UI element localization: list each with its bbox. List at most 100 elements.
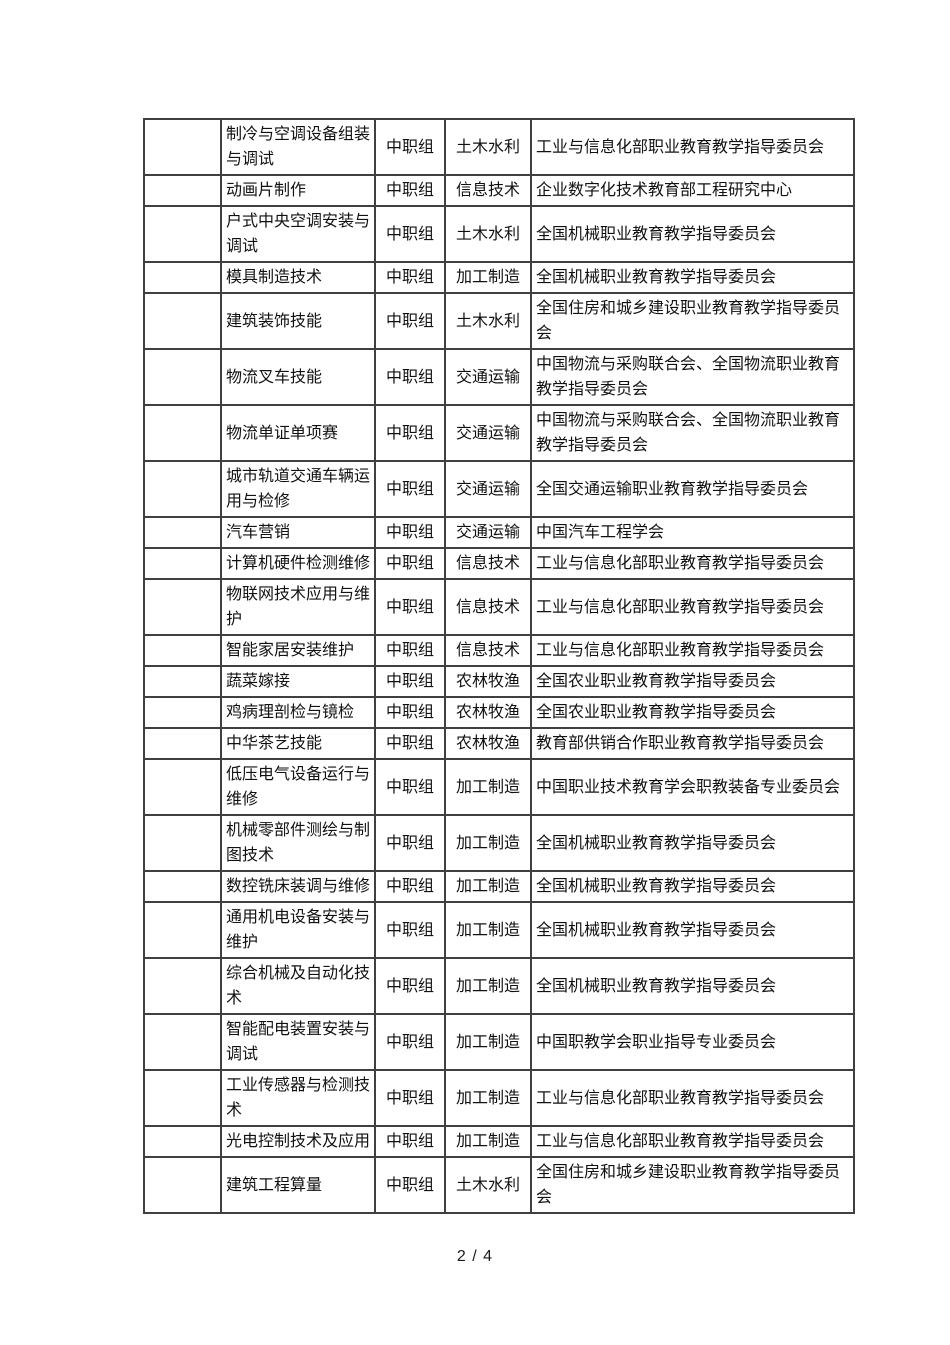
cell-item-name: 计算机硬件检测维修 — [220, 547, 376, 580]
cell-number — [143, 1156, 222, 1214]
cell-group: 中职组 — [374, 516, 446, 549]
cell-item-name: 智能家居安装维护 — [220, 634, 376, 667]
cell-category: 加工制造 — [444, 957, 532, 1015]
table-row: 物流单证单项赛 中职组 交通运输 中国物流与采购联合会、全国物流职业教育教学指导委员会 — [143, 404, 855, 462]
cell-group: 中职组 — [374, 460, 446, 518]
table-row: 汽车营销 中职组 交通运输 中国汽车工程学会 — [143, 516, 855, 549]
cell-category: 加工制造 — [444, 261, 532, 294]
cell-item-name: 机械零部件测绘与制图技术 — [220, 814, 376, 872]
cell-category: 加工制造 — [444, 901, 532, 959]
cell-category: 加工制造 — [444, 814, 532, 872]
cell-number — [143, 901, 222, 959]
cell-category: 交通运输 — [444, 404, 532, 462]
cell-organizer: 工业与信息化部职业教育教学指导委员会 — [530, 578, 855, 636]
table-row: 户式中央空调安装与调试 中职组 土木水利 全国机械职业教育教学指导委员会 — [143, 205, 855, 263]
table-row: 工业传感器与检测技术 中职组 加工制造 工业与信息化部职业教育教学指导委员会 — [143, 1069, 855, 1127]
cell-group: 中职组 — [374, 870, 446, 903]
cell-group: 中职组 — [374, 205, 446, 263]
cell-group: 中职组 — [374, 348, 446, 406]
cell-organizer: 全国机械职业教育教学指导委员会 — [530, 901, 855, 959]
table-row: 数控铣床装调与维修 中职组 加工制造 全国机械职业教育教学指导委员会 — [143, 870, 855, 903]
cell-item-name: 制冷与空调设备组装与调试 — [220, 118, 376, 176]
cell-category: 加工制造 — [444, 870, 532, 903]
cell-group: 中职组 — [374, 814, 446, 872]
cell-item-name: 物流叉车技能 — [220, 348, 376, 406]
cell-category: 土木水利 — [444, 292, 532, 350]
competition-items-table: 制冷与空调设备组装与调试 中职组 土木水利 工业与信息化部职业教育教学指导委员会 动画片… — [143, 118, 855, 1214]
cell-organizer: 全国交通运输职业教育教学指导委员会 — [530, 460, 855, 518]
cell-number — [143, 758, 222, 816]
cell-category: 信息技术 — [444, 578, 532, 636]
table-row: 建筑工程算量 中职组 土木水利 全国住房和城乡建设职业教育教学指导委员会 — [143, 1156, 855, 1214]
cell-item-name: 光电控制技术及应用 — [220, 1125, 376, 1158]
cell-category: 交通运输 — [444, 348, 532, 406]
cell-organizer: 全国农业职业教育教学指导委员会 — [530, 665, 855, 698]
cell-number — [143, 1125, 222, 1158]
cell-group: 中职组 — [374, 261, 446, 294]
cell-organizer: 全国机械职业教育教学指导委员会 — [530, 957, 855, 1015]
table-row: 光电控制技术及应用 中职组 加工制造 工业与信息化部职业教育教学指导委员会 — [143, 1125, 855, 1158]
table-row: 机械零部件测绘与制图技术 中职组 加工制造 全国机械职业教育教学指导委员会 — [143, 814, 855, 872]
cell-organizer: 全国住房和城乡建设职业教育教学指导委员会 — [530, 292, 855, 350]
cell-group: 中职组 — [374, 957, 446, 1015]
cell-number — [143, 814, 222, 872]
cell-organizer: 中国职业技术教育学会职教装备专业委员会 — [530, 758, 855, 816]
table-row: 物联网技术应用与维护 中职组 信息技术 工业与信息化部职业教育教学指导委员会 — [143, 578, 855, 636]
cell-group: 中职组 — [374, 404, 446, 462]
cell-number — [143, 696, 222, 729]
cell-item-name: 数控铣床装调与维修 — [220, 870, 376, 903]
cell-number — [143, 516, 222, 549]
cell-number — [143, 957, 222, 1015]
cell-organizer: 工业与信息化部职业教育教学指导委员会 — [530, 634, 855, 667]
cell-item-name: 物流单证单项赛 — [220, 404, 376, 462]
cell-number — [143, 665, 222, 698]
cell-item-name: 鸡病理剖检与镜检 — [220, 696, 376, 729]
table-row: 模具制造技术 中职组 加工制造 全国机械职业教育教学指导委员会 — [143, 261, 855, 294]
table-row: 动画片制作 中职组 信息技术 企业数字化技术教育部工程研究中心 — [143, 174, 855, 207]
cell-organizer: 全国机械职业教育教学指导委员会 — [530, 205, 855, 263]
table-row: 综合机械及自动化技术 中职组 加工制造 全国机械职业教育教学指导委员会 — [143, 957, 855, 1015]
cell-organizer: 全国机械职业教育教学指导委员会 — [530, 814, 855, 872]
cell-number — [143, 578, 222, 636]
cell-item-name: 物联网技术应用与维护 — [220, 578, 376, 636]
cell-group: 中职组 — [374, 1125, 446, 1158]
cell-item-name: 建筑工程算量 — [220, 1156, 376, 1214]
table-row: 建筑装饰技能 中职组 土木水利 全国住房和城乡建设职业教育教学指导委员会 — [143, 292, 855, 350]
table-row: 智能配电装置安装与调试 中职组 加工制造 中国职教学会职业指导专业委员会 — [143, 1013, 855, 1071]
cell-number — [143, 460, 222, 518]
cell-organizer: 全国农业职业教育教学指导委员会 — [530, 696, 855, 729]
cell-organizer: 中国职教学会职业指导专业委员会 — [530, 1013, 855, 1071]
cell-organizer: 中国汽车工程学会 — [530, 516, 855, 549]
cell-category: 信息技术 — [444, 634, 532, 667]
cell-group: 中职组 — [374, 901, 446, 959]
table-row: 鸡病理剖检与镜检 中职组 农林牧渔 全国农业职业教育教学指导委员会 — [143, 696, 855, 729]
cell-organizer: 全国住房和城乡建设职业教育教学指导委员会 — [530, 1156, 855, 1214]
cell-category: 土木水利 — [444, 205, 532, 263]
cell-item-name: 建筑装饰技能 — [220, 292, 376, 350]
cell-item-name: 户式中央空调安装与调试 — [220, 205, 376, 263]
cell-item-name: 动画片制作 — [220, 174, 376, 207]
cell-number — [143, 634, 222, 667]
cell-group: 中职组 — [374, 174, 446, 207]
cell-category: 交通运输 — [444, 460, 532, 518]
cell-group: 中职组 — [374, 634, 446, 667]
cell-organizer: 全国机械职业教育教学指导委员会 — [530, 870, 855, 903]
table-row: 物流叉车技能 中职组 交通运输 中国物流与采购联合会、全国物流职业教育教学指导委员会 — [143, 348, 855, 406]
cell-category: 农林牧渔 — [444, 696, 532, 729]
cell-category: 加工制造 — [444, 1125, 532, 1158]
cell-category: 土木水利 — [444, 118, 532, 176]
cell-number — [143, 348, 222, 406]
table-row: 制冷与空调设备组装与调试 中职组 土木水利 工业与信息化部职业教育教学指导委员会 — [143, 118, 855, 176]
cell-item-name: 中华茶艺技能 — [220, 727, 376, 760]
cell-organizer: 中国物流与采购联合会、全国物流职业教育教学指导委员会 — [530, 404, 855, 462]
cell-organizer: 全国机械职业教育教学指导委员会 — [530, 261, 855, 294]
cell-category: 加工制造 — [444, 1069, 532, 1127]
cell-category: 交通运输 — [444, 516, 532, 549]
cell-item-name: 通用机电设备安装与维护 — [220, 901, 376, 959]
table-row: 低压电气设备运行与维修 中职组 加工制造 中国职业技术教育学会职教装备专业委员会 — [143, 758, 855, 816]
cell-number — [143, 404, 222, 462]
cell-number — [143, 1013, 222, 1071]
cell-category: 信息技术 — [444, 547, 532, 580]
cell-group: 中职组 — [374, 292, 446, 350]
